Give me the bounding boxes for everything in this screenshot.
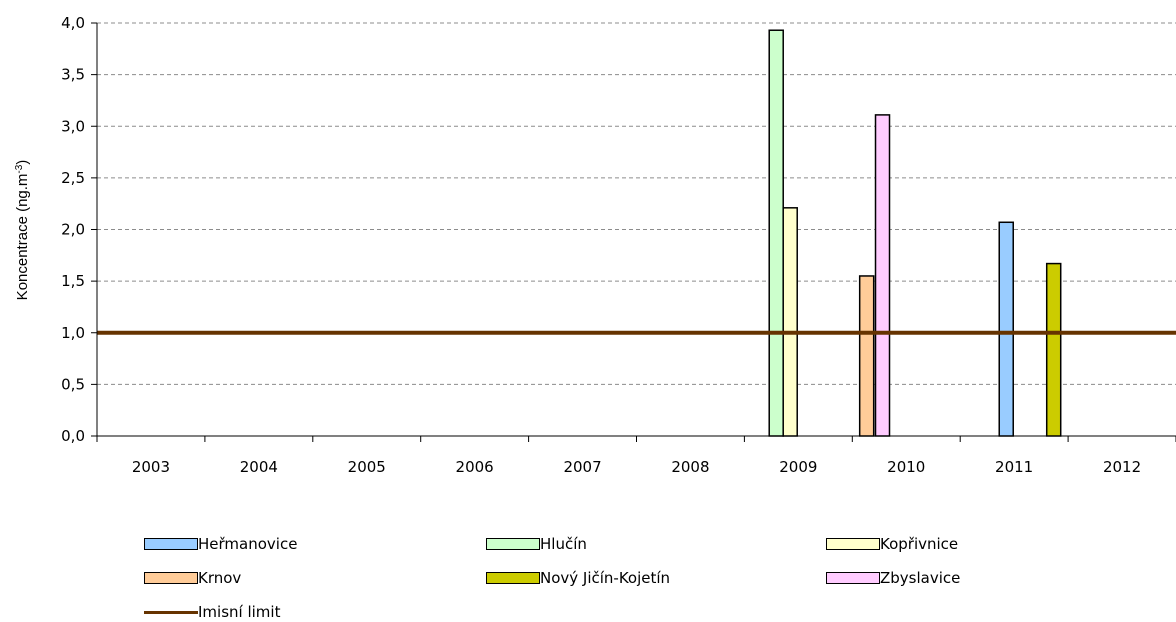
y-tick-label: 1,0 bbox=[61, 324, 85, 342]
y-tick-label: 2,5 bbox=[61, 169, 85, 187]
x-tick-label: 2008 bbox=[671, 458, 709, 476]
y-tick-label: 1,5 bbox=[61, 272, 85, 290]
y-ticks: 0,0 0,5 1,0 1,5 2,0 2,5 3,0 3,5 4,0 bbox=[61, 14, 97, 445]
x-tick-label: 2010 bbox=[887, 458, 925, 476]
x-tick-label: 2009 bbox=[779, 458, 817, 476]
x-tick-label: 2004 bbox=[240, 458, 278, 476]
x-tick-label: 2006 bbox=[456, 458, 494, 476]
bar-nov-ji-n-kojet-n bbox=[1045, 262, 1062, 437]
x-tick-label: 2003 bbox=[132, 458, 170, 476]
x-tick-label: 2012 bbox=[1103, 458, 1141, 476]
bar-zbyslavice bbox=[874, 114, 891, 437]
bar-he-manovice bbox=[998, 221, 1014, 437]
y-tick-label: 0,0 bbox=[61, 427, 85, 445]
x-tick-label: 2007 bbox=[563, 458, 601, 476]
y-tick-label: 3,5 bbox=[61, 66, 85, 84]
y-tick-label: 2,0 bbox=[61, 221, 85, 239]
bars-group bbox=[768, 29, 1062, 437]
y-tick-label: 3,0 bbox=[61, 117, 85, 135]
y-tick-label: 0,5 bbox=[61, 375, 85, 393]
x-tick-label: 2005 bbox=[348, 458, 386, 476]
y-axis-label: Koncentrace (ng.m-3) bbox=[14, 160, 32, 301]
y-tick-label: 4,0 bbox=[61, 14, 85, 32]
bar-hlu-n bbox=[768, 29, 784, 437]
x-ticks: 2003 2004 2005 2006 2007 2008 2009 2010 2011 2012 bbox=[96, 436, 1176, 476]
grid-lines bbox=[97, 22, 1176, 385]
x-tick-label: 2011 bbox=[995, 458, 1033, 476]
bar-krnov bbox=[858, 275, 875, 437]
bar-kop-ivnice bbox=[782, 207, 798, 437]
